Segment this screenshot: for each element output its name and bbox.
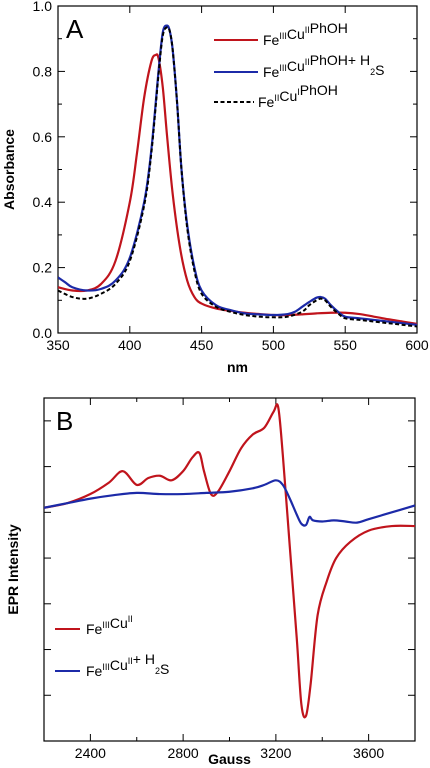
x-tick-label: 350 (46, 337, 70, 353)
y-tick-label: 0.2 (33, 260, 53, 276)
x-tick-label: 600 (405, 337, 429, 353)
y-tick-label: 0.0 (33, 325, 53, 341)
plot-frame (43, 397, 416, 742)
y-axis-title: EPR Intensity (5, 524, 21, 614)
series-line (58, 24, 417, 326)
x-axis-title: nm (227, 359, 248, 375)
x-tick-label: 3600 (353, 745, 384, 761)
y-axis-title: Absorbance (1, 129, 17, 210)
y-tick-label: 0.6 (33, 129, 53, 145)
x-tick-label: 3200 (260, 745, 291, 761)
series-line (58, 26, 417, 328)
y-tick-label: 0.4 (33, 194, 53, 210)
chart-panel-a: 350 400 450 500 550 600 0.0 0.2 0.4 0.6 0.8 1.0 nm Ab… (1, 0, 429, 375)
x-tick-label: 550 (334, 337, 358, 353)
series-line (44, 403, 415, 719)
x-tick-label: 2400 (75, 745, 106, 761)
legend-label: FeIIICuIIPhOH (263, 20, 348, 48)
panel-label: B (56, 406, 73, 436)
x-tick-label: 2800 (168, 745, 199, 761)
x-axis-title: Gauss (208, 751, 251, 767)
panel-label: A (66, 14, 84, 44)
x-tick-label: 400 (118, 337, 142, 353)
x-tick-label: 500 (262, 337, 286, 353)
chart-panel-b: 2400 2800 3200 3600 Gauss EPR Intensity B FeIII… (5, 397, 416, 767)
legend-label: FeIIICuIIPhOH+ H2S (263, 52, 384, 80)
series-line (58, 53, 417, 325)
series-line (44, 479, 415, 527)
legend-label: FeIIICuII (86, 614, 133, 637)
legend-label: FeIICuIPhOH (258, 82, 338, 110)
y-tick-label: 1.0 (33, 0, 53, 14)
legend-label: FeIIICuII+ H2S (86, 651, 169, 679)
x-tick-label: 450 (190, 337, 214, 353)
y-tick-label: 0.8 (33, 63, 53, 79)
